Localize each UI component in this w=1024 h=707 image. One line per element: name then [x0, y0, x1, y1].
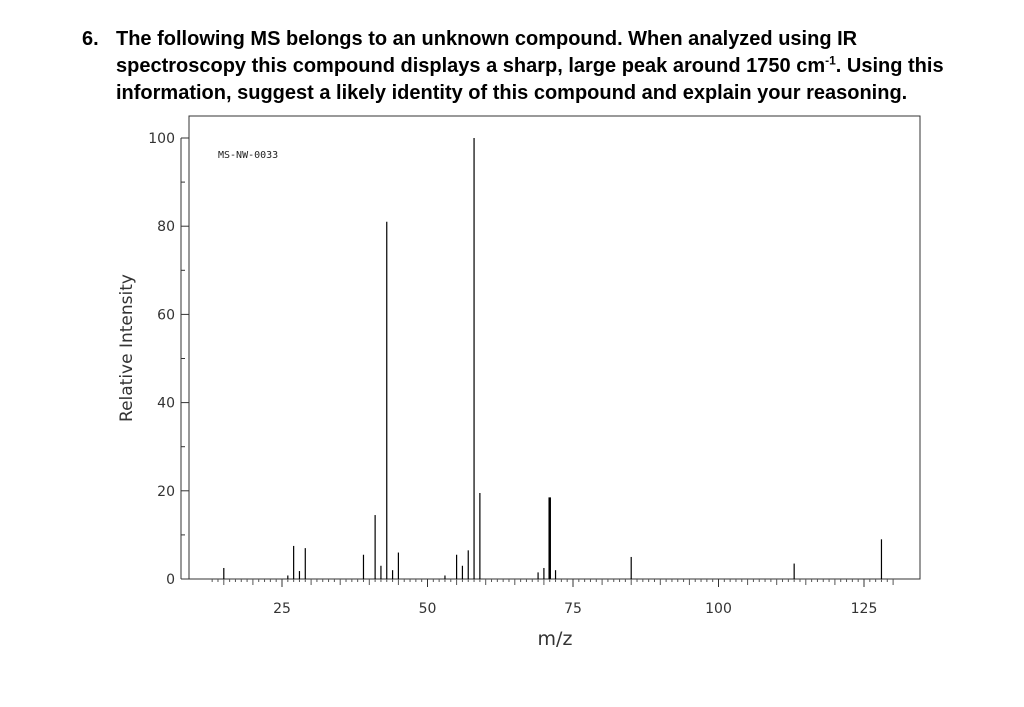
y-tick-label: 80	[157, 219, 175, 235]
x-tick-label: 100	[705, 601, 732, 617]
plot-frame	[188, 115, 921, 580]
x-axis-label: m/z	[538, 628, 573, 650]
x-axis: 25 50 75 100 125	[273, 579, 877, 617]
x-tick-label: 50	[419, 601, 437, 617]
question-line-2-end: . Using this	[835, 55, 944, 77]
question-line-3: information, suggest a likely identity o…	[116, 82, 908, 104]
y-tick-label: 60	[157, 307, 175, 323]
question-line-1: The following MS belongs to an unknown c…	[116, 28, 858, 50]
y-tick-label: 20	[157, 484, 175, 500]
y-axis: 0 20 40 60 80 100	[148, 131, 189, 588]
y-tick-label: 100	[148, 131, 175, 147]
x-minor-ticks	[211, 579, 894, 585]
spectrum-id-annotation: MS-NW-0033	[218, 150, 278, 161]
y-tick-label: 40	[157, 396, 175, 412]
x-tick-label: 25	[273, 601, 291, 617]
x-tick-label: 125	[851, 601, 878, 617]
question-line-2: spectroscopy this compound displays a sh…	[116, 53, 976, 80]
peaks	[223, 138, 883, 579]
y-tick-label: 0	[166, 572, 175, 588]
y-axis-label: Relative Intensity	[117, 274, 137, 422]
question-line-2-main: spectroscopy this compound displays a sh…	[116, 55, 826, 77]
x-tick-label: 75	[564, 601, 582, 617]
question-line-2-superscript: -1	[825, 53, 836, 68]
question-number: 6.	[82, 28, 99, 50]
question-text: The following MS belongs to an unknown c…	[116, 26, 976, 107]
